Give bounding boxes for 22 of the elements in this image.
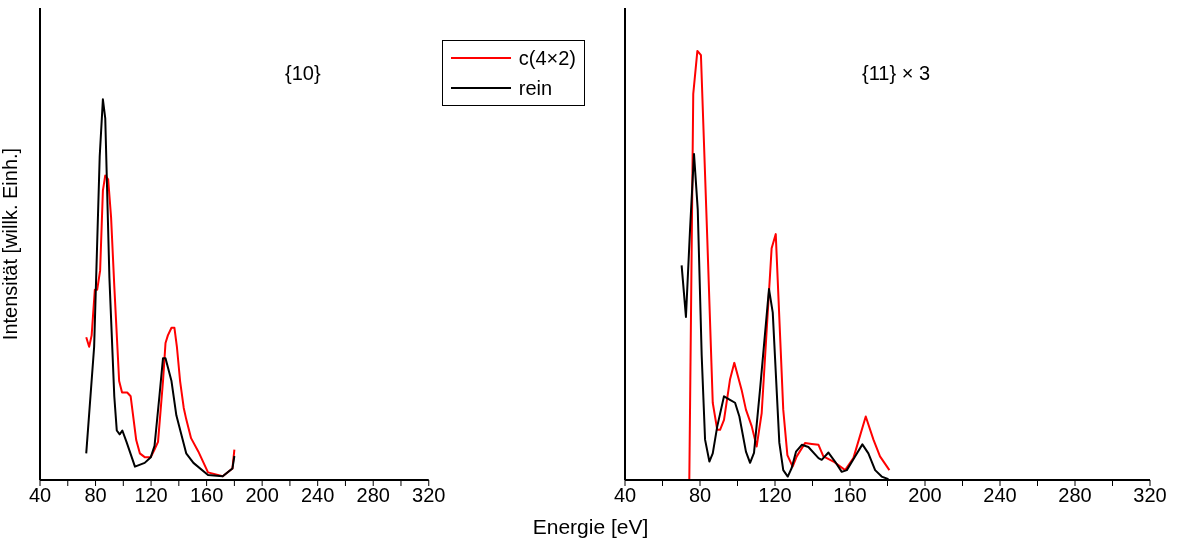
x-axis-title: Energie [eV] xyxy=(531,515,650,539)
x-tick-label: 280 xyxy=(356,484,390,507)
x-tick-label: 40 xyxy=(613,484,637,507)
x-tick-label: 80 xyxy=(84,484,107,507)
legend-label: c(4×2) xyxy=(518,46,576,71)
annotation: {11} × 3 xyxy=(862,62,931,85)
x-tick-label: 160 xyxy=(189,484,224,507)
x-tick-label: 320 xyxy=(1133,484,1167,507)
text: {10} xyxy=(285,62,321,85)
x-tick-label: 160 xyxy=(833,484,867,507)
x-tick-label: 120 xyxy=(758,484,792,507)
legend-label: rein xyxy=(518,76,553,101)
x-tick-label: 200 xyxy=(245,484,279,507)
x-tick-label: 80 xyxy=(688,484,712,507)
x-tick-label: 200 xyxy=(908,484,942,507)
x-tick-label: 280 xyxy=(1058,484,1092,507)
x-tick-label: 40 xyxy=(28,484,52,507)
x-tick-label: 240 xyxy=(300,484,335,507)
x-tick-label: 320 xyxy=(412,484,446,507)
x-tick-label: 120 xyxy=(134,484,168,507)
y-axis-title: Intensität [willk. Einh.] xyxy=(0,147,22,341)
x-tick-label: 240 xyxy=(983,484,1017,507)
